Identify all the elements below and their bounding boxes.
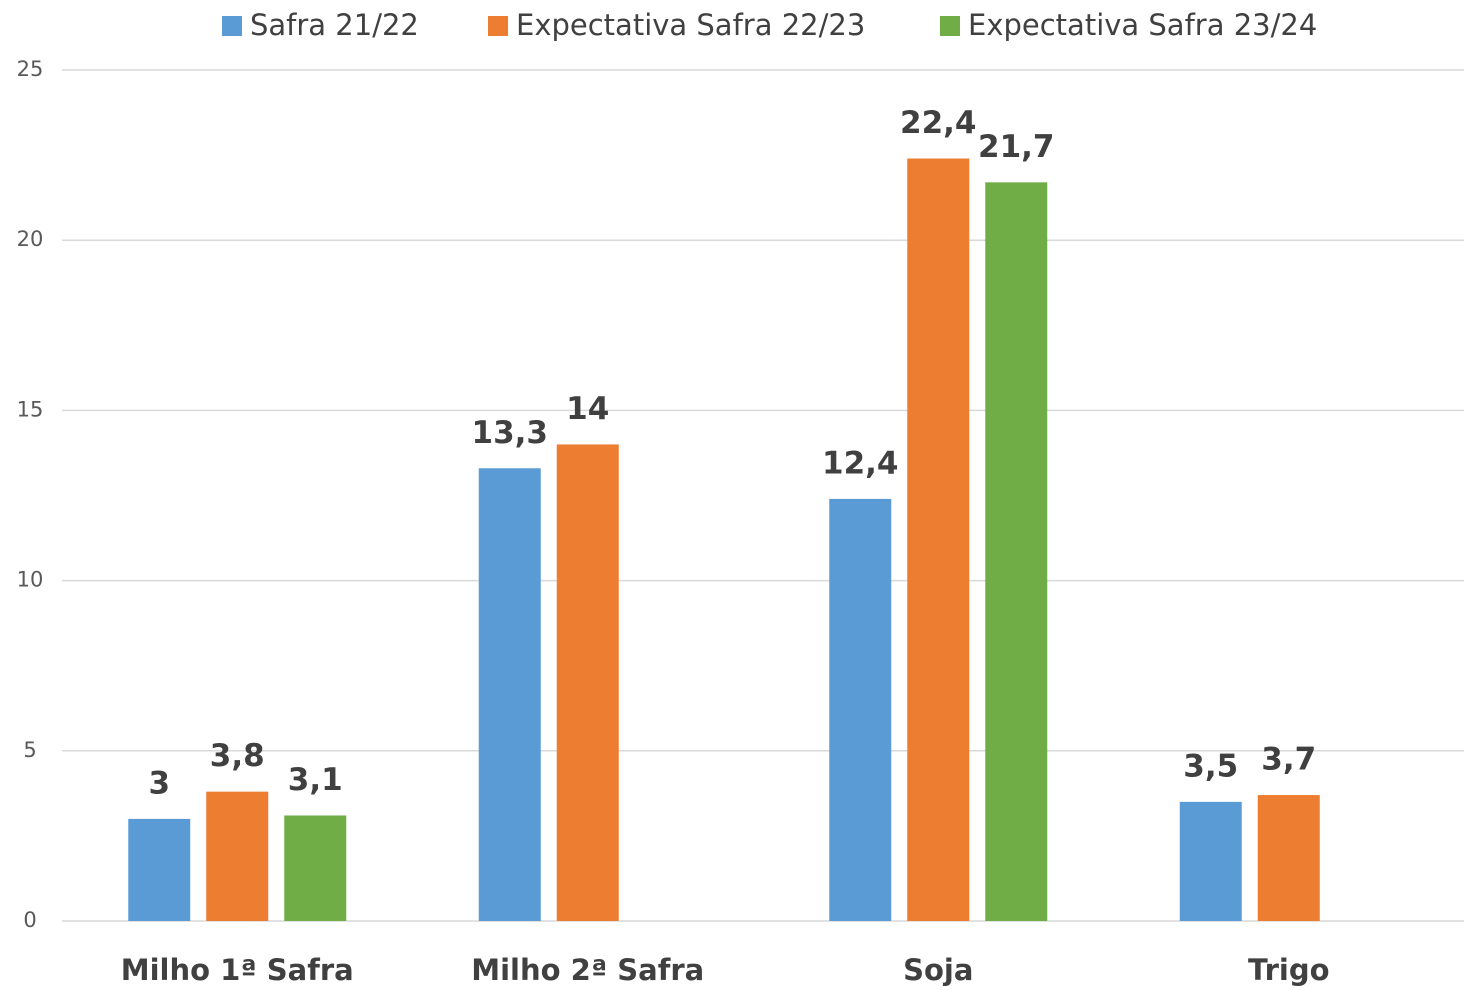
y-tick-label: 15 xyxy=(17,397,44,421)
bar xyxy=(985,182,1048,921)
x-tick-label: Soja xyxy=(903,953,973,987)
x-tick-label: Trigo xyxy=(1248,953,1330,987)
bar xyxy=(128,818,191,921)
data-label: 14 xyxy=(566,391,609,427)
y-tick-label: 5 xyxy=(23,738,36,762)
bar xyxy=(206,791,269,921)
x-tick-label: Milho 2ª Safra xyxy=(471,953,704,987)
bar xyxy=(1179,801,1242,921)
bar xyxy=(284,815,347,921)
data-label: 3 xyxy=(148,765,170,801)
legend-swatch xyxy=(488,16,508,36)
y-tick-label: 25 xyxy=(17,57,44,81)
legend-label: Expectativa Safra 23/24 xyxy=(968,8,1317,42)
y-tick-label: 20 xyxy=(17,227,44,251)
legend-swatch xyxy=(222,16,242,36)
y-tick-label: 10 xyxy=(17,568,44,592)
data-label: 3,8 xyxy=(210,738,265,774)
data-label: 3,1 xyxy=(288,762,343,798)
bar xyxy=(556,444,619,921)
bar xyxy=(829,498,892,921)
bar xyxy=(478,468,541,921)
legend-label: Expectativa Safra 22/23 xyxy=(516,8,865,42)
legend-swatch xyxy=(940,16,960,36)
data-label: 22,4 xyxy=(900,105,977,141)
data-label: 13,3 xyxy=(472,415,549,451)
data-label: 21,7 xyxy=(978,129,1055,165)
legend-label: Safra 21/22 xyxy=(250,8,419,42)
x-tick-label: Milho 1ª Safra xyxy=(121,953,354,987)
y-tick-label: 0 xyxy=(23,908,36,932)
data-label: 3,7 xyxy=(1261,742,1316,778)
data-label: 3,5 xyxy=(1183,748,1238,784)
bar xyxy=(907,158,970,921)
data-label: 12,4 xyxy=(822,445,899,481)
bar xyxy=(1257,795,1320,921)
